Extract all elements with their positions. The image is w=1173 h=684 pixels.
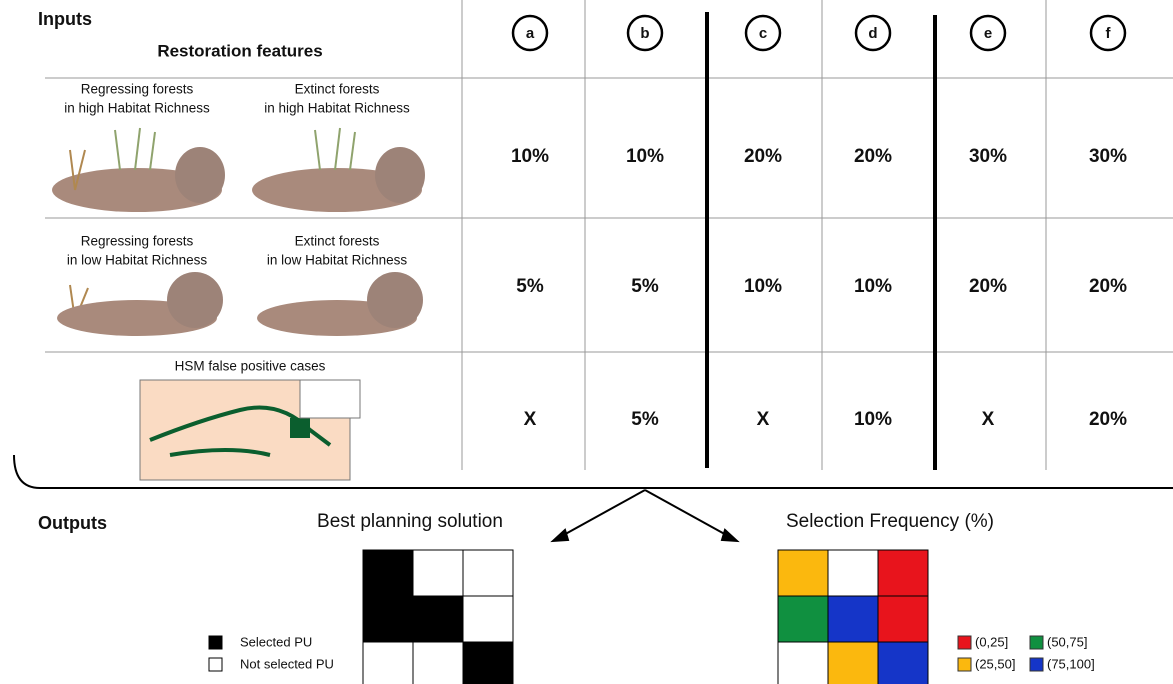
grid-cell [777,549,829,597]
legend-label: (25,50] [975,656,1015,671]
grid-cell [462,641,514,684]
cell-value: 30% [1089,146,1127,167]
thick-dividers [705,12,937,470]
grid-cell [412,549,464,597]
grid-cell [827,641,879,684]
cell-value: 20% [1089,276,1127,297]
feature-label: Regressing forests [81,234,194,249]
column-label: e [984,25,992,42]
grid-cell [362,595,414,643]
column-label: f [1106,25,1112,42]
grid-cell [462,549,514,597]
cell-value: X [982,409,995,430]
grid-cell [362,641,414,684]
grid-cell [777,595,829,643]
legend-swatch [208,657,223,672]
cell-value: 20% [744,146,782,167]
best-title: Best planning solution [317,511,503,532]
column-circle [969,14,1007,52]
cell-value: 10% [854,409,892,430]
cell-value: 30% [969,146,1007,167]
grid-cell [412,641,464,684]
grid-cell [877,549,929,597]
column-label: c [759,25,767,42]
feature-label: in high Habitat Richness [264,101,410,116]
outputs-title: Outputs [38,513,107,533]
grid-cell [777,641,829,684]
legend-swatch [1029,635,1044,650]
grid-cell [827,549,879,597]
feature-label: in low Habitat Richness [267,253,408,268]
inputs-title: Inputs [38,9,92,29]
bracket [13,454,1173,489]
legend-label: (75,100] [1047,656,1095,671]
legend-label: (0,25] [975,634,1008,649]
cell-value: 5% [631,409,659,430]
frequency-title: Selection Frequency (%) [786,511,994,532]
legend-swatch [208,635,223,650]
grid-cell [362,549,414,597]
legend-swatch [1029,657,1044,672]
grid-cell [877,595,929,643]
column-circle [744,14,782,52]
legend-swatch [957,657,972,672]
feature-label: Regressing forests [81,82,194,97]
arrows [550,489,740,543]
column-label: d [868,25,877,42]
feature-label: in high Habitat Richness [64,101,210,116]
grid-cell [827,595,879,643]
column-label: a [526,25,535,42]
cell-value: 10% [626,146,664,167]
table-header: Restoration features [157,41,322,60]
grid-cell [462,595,514,643]
feature-label: in low Habitat Richness [67,253,208,268]
legend-swatch [957,635,972,650]
legend-label: Selected PU [240,634,312,649]
feature-label: Extinct forests [295,234,380,249]
cell-value: X [757,409,770,430]
illustrations [52,127,425,481]
cell-value: 20% [969,276,1007,297]
grid-cell [412,595,464,643]
table-lines [45,0,1173,470]
cell-value: 20% [854,146,892,167]
cell-value: 20% [1089,409,1127,430]
column-circle [626,14,664,52]
column-label: b [640,25,649,42]
legend-label: Not selected PU [240,656,334,671]
legend-label: (50,75] [1047,634,1087,649]
feature-label: Extinct forests [295,82,380,97]
cell-value: 10% [511,146,549,167]
grid-cell [877,641,929,684]
column-circle [854,14,892,52]
column-circle [511,14,549,52]
cell-value: 10% [744,276,782,297]
feature-label: HSM false positive cases [175,359,326,374]
cell-value: 10% [854,276,892,297]
cell-value: 5% [516,276,544,297]
cell-value: X [524,409,537,430]
column-circle [1089,14,1127,52]
cell-value: 5% [631,276,659,297]
